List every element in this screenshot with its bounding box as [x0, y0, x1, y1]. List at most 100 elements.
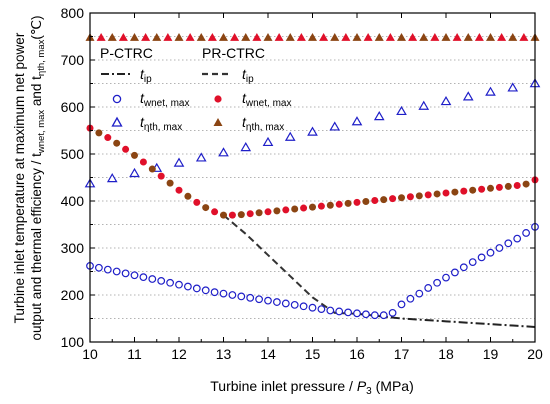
- y-axis-label-line2: output and thermal efficiency / twnet, m…: [29, 15, 47, 340]
- data-point: [139, 158, 147, 166]
- series-pr_ctrc_twnet: [86, 124, 539, 219]
- plot-background: [90, 13, 535, 342]
- data-point: [452, 32, 462, 41]
- data-point: [478, 185, 486, 193]
- data-point: [362, 310, 370, 319]
- data-point: [113, 139, 121, 147]
- data-point: [193, 198, 201, 206]
- data-point: [141, 32, 151, 41]
- data-point: [202, 204, 210, 212]
- data-point: [196, 32, 206, 41]
- data-point: [273, 298, 281, 306]
- data-point: [228, 291, 237, 299]
- data-point: [441, 32, 451, 41]
- legend-sym-p-eta: [111, 116, 123, 127]
- data-point: [107, 32, 117, 41]
- data-point: [237, 211, 245, 219]
- data-point: [118, 32, 128, 41]
- data-point: [513, 181, 521, 189]
- data-point: [317, 202, 325, 210]
- legend-sub-2: ip: [246, 74, 254, 85]
- series-layer: [84, 32, 541, 328]
- data-point: [370, 311, 379, 320]
- data-point: [389, 195, 397, 203]
- data-point: [379, 311, 388, 320]
- data-point: [433, 190, 441, 198]
- data-point: [373, 111, 385, 121]
- data-point: [362, 197, 370, 205]
- data-point: [463, 32, 473, 41]
- legend-t-4: t: [242, 90, 247, 106]
- y-tick-label: 700: [61, 52, 85, 68]
- data-point: [192, 284, 201, 293]
- legend-label-pr-tip: tip: [242, 66, 254, 85]
- data-point: [424, 284, 433, 292]
- data-point: [163, 32, 173, 41]
- data-point: [507, 82, 519, 92]
- data-point: [183, 282, 192, 291]
- data-point: [408, 32, 418, 41]
- y-label2-a: output and thermal efficiency / t: [29, 153, 44, 341]
- data-point: [433, 278, 442, 287]
- data-point: [281, 299, 290, 308]
- data-point: [508, 32, 518, 41]
- data-point: [397, 32, 406, 41]
- data-point: [263, 32, 273, 41]
- data-point: [219, 289, 228, 298]
- series-p_ctrc_teta: [84, 78, 541, 188]
- data-point: [255, 295, 264, 304]
- data-point: [307, 126, 318, 136]
- data-point: [139, 273, 148, 282]
- data-point: [397, 300, 406, 309]
- data-point: [166, 278, 175, 287]
- data-point: [396, 105, 407, 116]
- data-point: [380, 196, 388, 204]
- y-tick-label: 400: [61, 193, 85, 209]
- x-tick-label: 15: [305, 346, 321, 362]
- data-point: [522, 180, 530, 188]
- data-point: [419, 32, 429, 41]
- data-point: [218, 147, 229, 157]
- data-point: [130, 271, 139, 280]
- data-point: [274, 32, 284, 41]
- data-point: [451, 188, 459, 196]
- data-point: [264, 208, 272, 216]
- data-point: [459, 263, 468, 272]
- data-point: [300, 204, 308, 212]
- data-point: [166, 179, 174, 187]
- data-point: [291, 205, 299, 213]
- legend-label-p-eta: tηth, max: [140, 114, 182, 133]
- data-point: [148, 275, 157, 283]
- data-point: [424, 191, 432, 199]
- x-axis-label-unit: (MPa): [372, 378, 414, 394]
- data-point: [207, 32, 217, 41]
- data-point: [240, 142, 252, 152]
- plot-area: [90, 13, 535, 342]
- legend-sub-4: wnet, max: [245, 98, 292, 109]
- data-point: [282, 206, 290, 214]
- data-point: [121, 269, 130, 278]
- data-point: [451, 268, 459, 277]
- data-point: [185, 32, 195, 41]
- data-point: [299, 302, 308, 311]
- data-point: [329, 121, 341, 131]
- data-point: [308, 32, 317, 41]
- legend-sub-6: ηth, max: [246, 122, 284, 133]
- data-point: [341, 32, 351, 41]
- data-point: [430, 32, 440, 41]
- legend-label-pr-eta: tηth, max: [242, 114, 284, 133]
- legend: P-CTRC PR-CTRC tip tip twnet, max twnet,…: [100, 45, 291, 133]
- x-tick-label: 14: [260, 346, 276, 362]
- data-point: [130, 32, 139, 41]
- data-point: [462, 91, 474, 101]
- y-label2-end: (℃): [29, 15, 44, 39]
- x-axis-label-sub: 3: [366, 386, 372, 397]
- series-pr_ctrc_teta: [85, 32, 540, 41]
- data-point: [335, 307, 344, 316]
- x-tick-label: 19: [483, 346, 499, 362]
- data-point: [211, 208, 219, 216]
- data-point: [398, 194, 405, 202]
- data-point: [157, 172, 165, 180]
- y-label2-sub1: wnet, max: [36, 110, 47, 155]
- data-point: [230, 32, 240, 41]
